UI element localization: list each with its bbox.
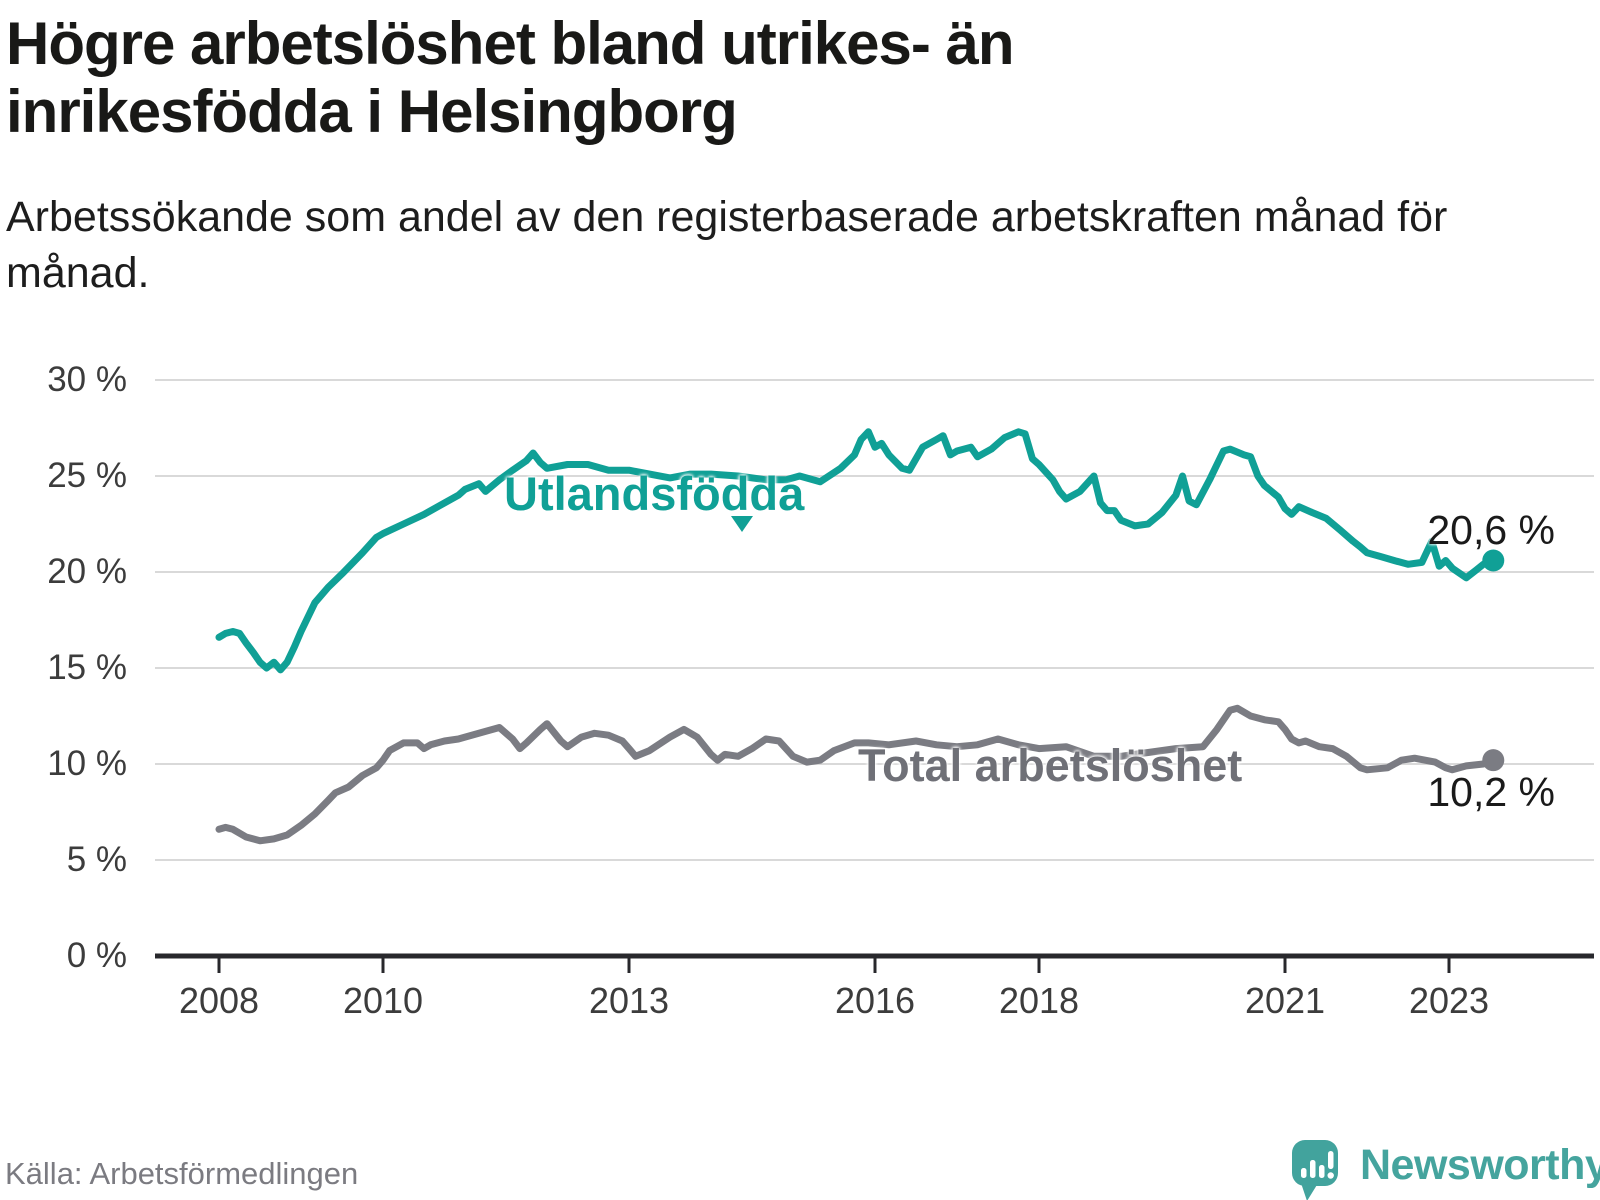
x-tick-label: 2008 <box>178 980 260 1021</box>
series-line-total <box>215 704 1497 845</box>
y-tick-label: 5 % <box>66 840 127 879</box>
end-point-marker <box>1482 549 1505 572</box>
x-tick-label: 2010 <box>342 980 424 1021</box>
arrow-down-icon <box>731 516 753 532</box>
newsworthy-logo-icon <box>1292 1140 1338 1200</box>
series-line-utlandsfodda <box>215 428 1497 674</box>
y-tick-label: 25 % <box>47 456 127 495</box>
x-tick-label: 2016 <box>834 980 916 1021</box>
series-label-total: Total arbetslöshet <box>858 740 1243 791</box>
x-tick-label: 2021 <box>1244 980 1326 1021</box>
source-note: Källa: Arbetsförmedlingen <box>5 1156 359 1191</box>
y-tick-label: 20 % <box>47 552 127 591</box>
end-point-marker <box>1482 749 1505 772</box>
series-label-utlandsfodda: Utlandsfödda <box>504 467 805 520</box>
y-tick-label: 10 % <box>47 744 127 783</box>
y-tick-label: 0 % <box>66 936 127 975</box>
end-value-label-utlandsfodda: 20,6 % <box>1427 507 1555 553</box>
y-tick-label: 15 % <box>47 648 127 687</box>
x-tick-label: 2023 <box>1408 980 1490 1021</box>
end-value-label-total: 10,2 % <box>1427 769 1555 815</box>
x-tick-label: 2018 <box>998 980 1080 1021</box>
y-tick-label: 30 % <box>47 360 127 399</box>
x-tick-label: 2013 <box>588 980 670 1021</box>
page-subtitle: Arbetssökande som andel av den registerb… <box>6 193 1448 297</box>
newsworthy-wordmark: Newsworthy <box>1360 1141 1600 1189</box>
page-title: Högre arbetslöshet bland utrikes- än inr… <box>6 10 1015 146</box>
